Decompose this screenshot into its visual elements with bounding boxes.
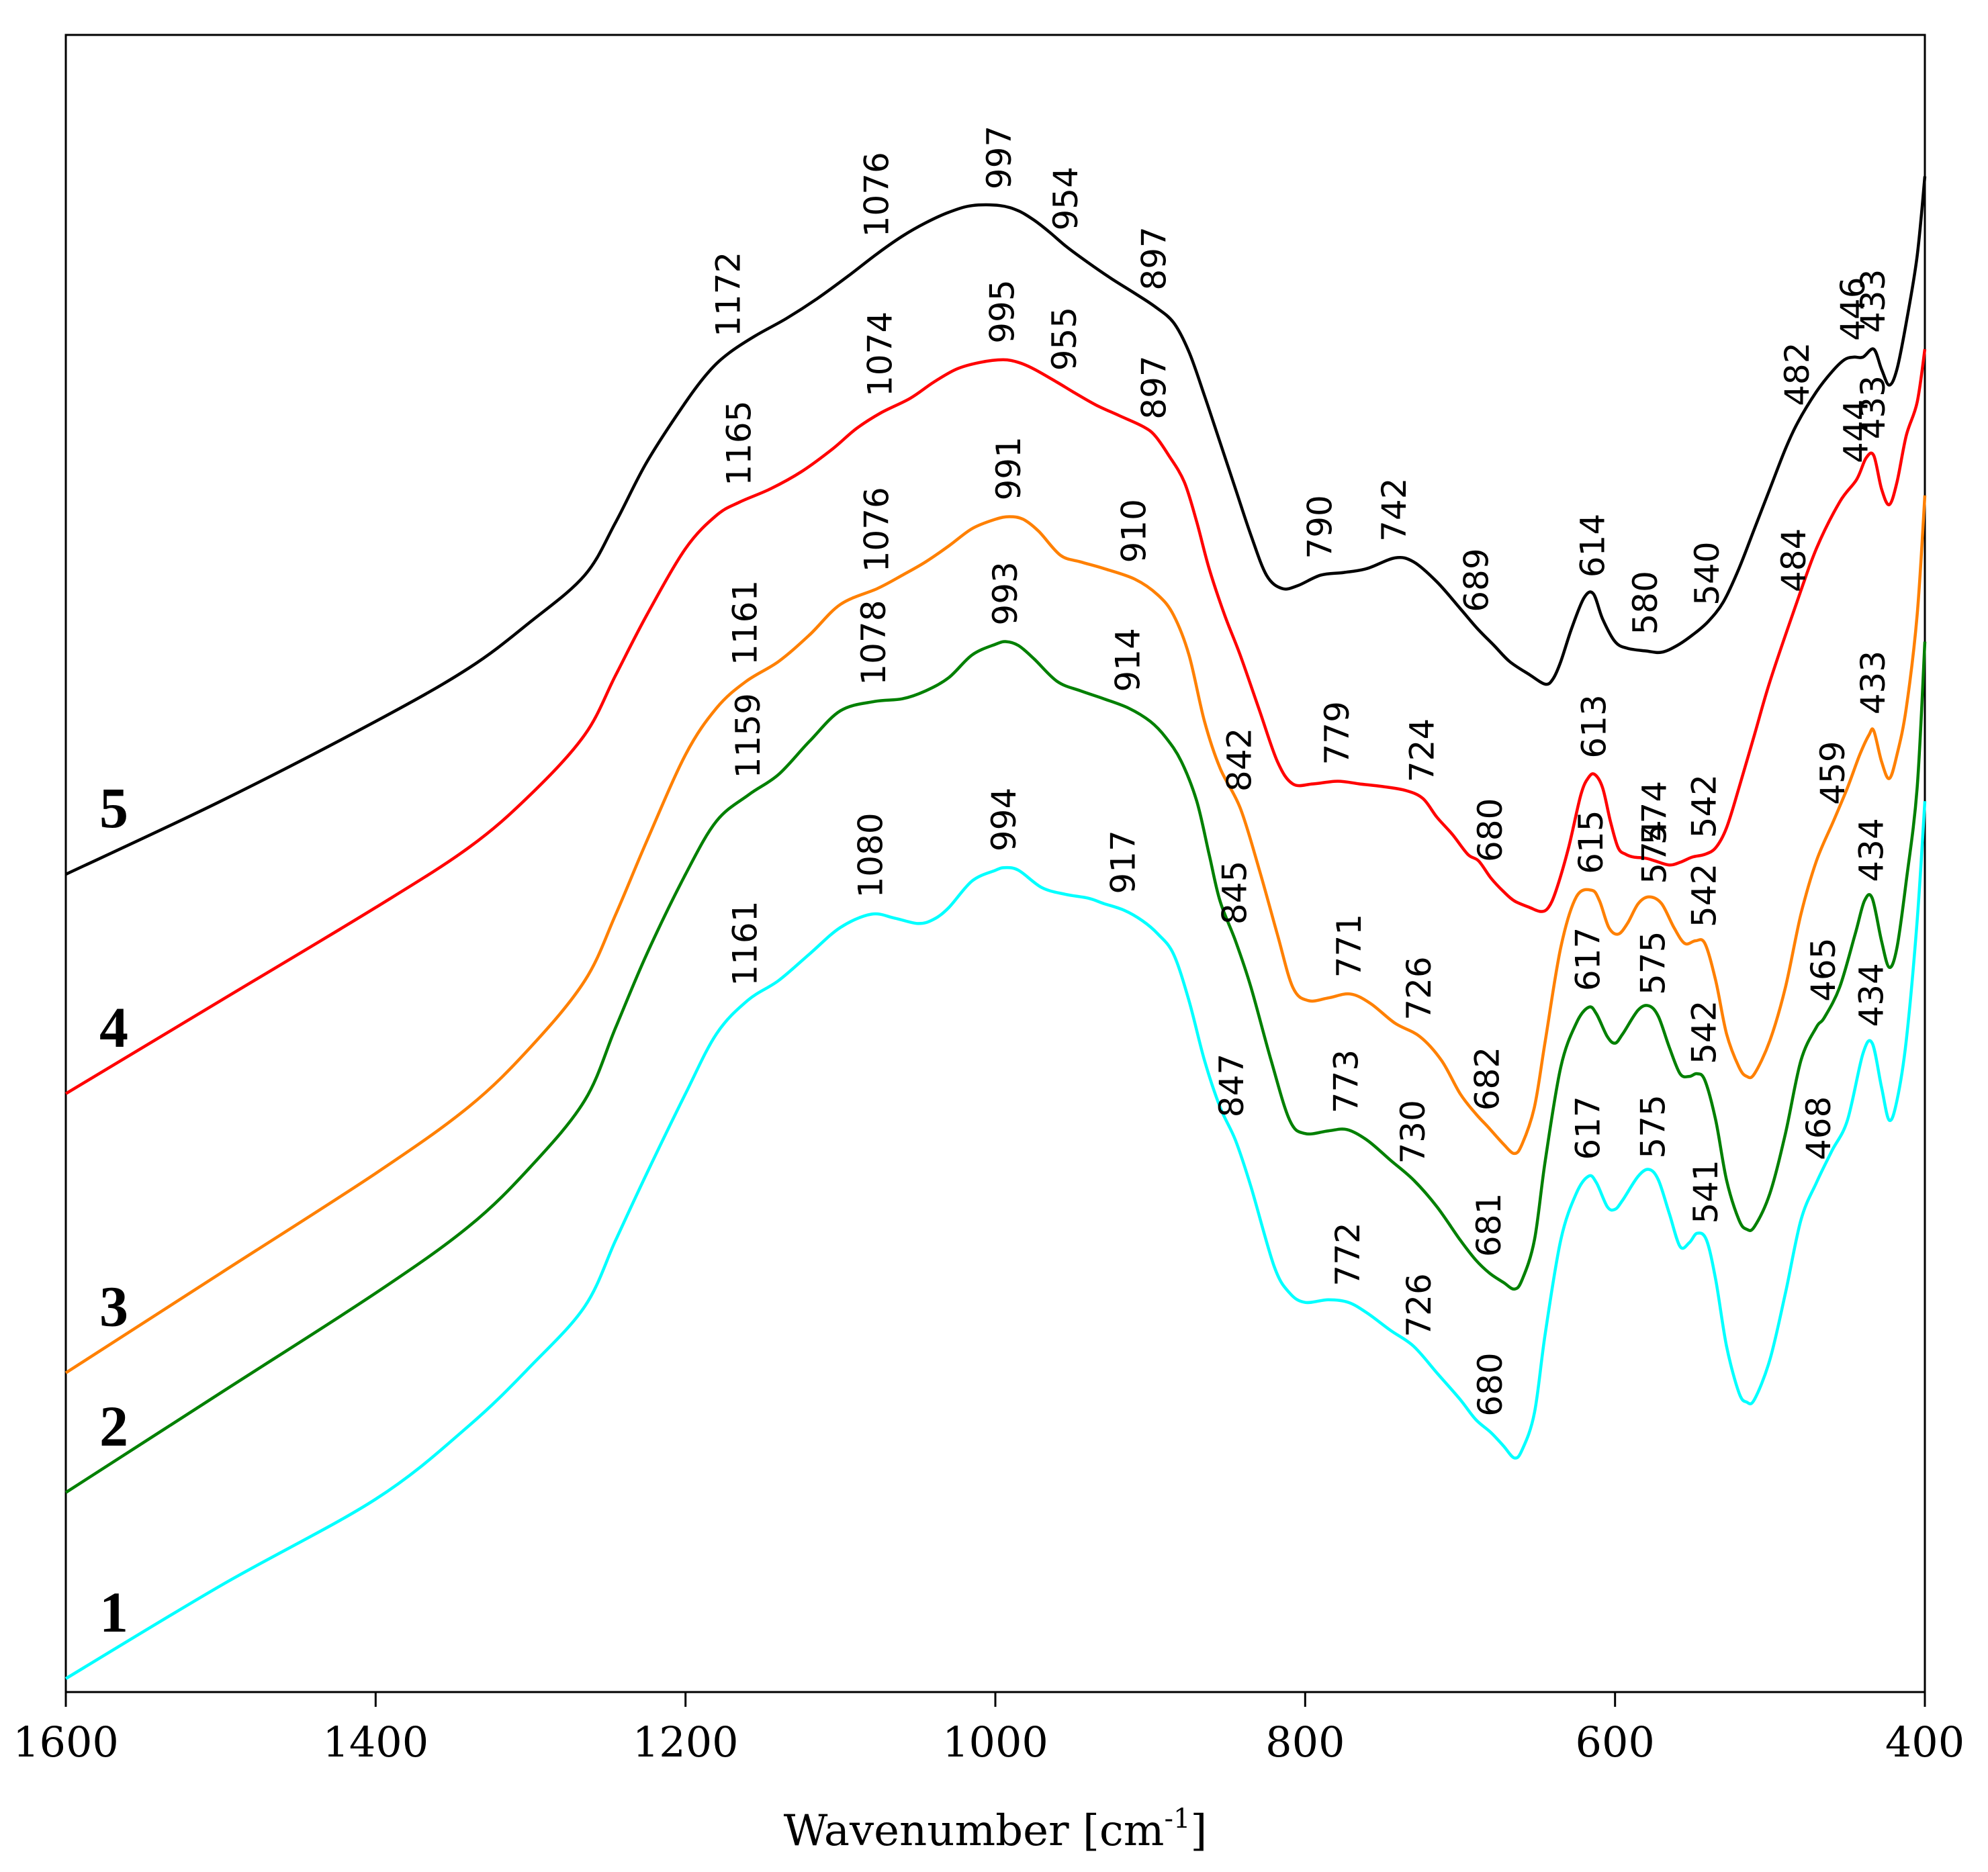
peak-label-s5-954: 954 xyxy=(1046,167,1085,230)
peak-label-s5-897: 897 xyxy=(1135,226,1174,290)
curve-number-2: 2 xyxy=(99,1394,128,1458)
peak-label-s4-897: 897 xyxy=(1135,355,1174,419)
series-line-5 xyxy=(65,176,1927,876)
peak-label-s5-482: 482 xyxy=(1778,342,1817,406)
peak-label-s5-580: 580 xyxy=(1626,571,1665,635)
spectra-curves xyxy=(64,176,1927,1680)
peak-label-s4-444: 444 xyxy=(1837,400,1876,463)
x-tick-label-1000: 1000 xyxy=(942,1718,1048,1767)
peak-label-s4-779: 779 xyxy=(1318,701,1357,765)
x-axis-label-main: Wavenumber [cm xyxy=(784,1806,1165,1856)
peak-label-s1-917: 917 xyxy=(1104,830,1143,894)
peak-label-s5-1172: 1172 xyxy=(709,252,748,337)
peak-label-s4-613: 613 xyxy=(1575,694,1614,758)
peak-label-s3-542: 542 xyxy=(1685,863,1724,927)
peak-label-s4-433: 433 xyxy=(1854,375,1893,439)
peak-label-s1-468: 468 xyxy=(1799,1096,1838,1160)
peak-label-s5-689: 689 xyxy=(1457,548,1496,612)
peak-label-s5-446: 446 xyxy=(1834,277,1872,340)
x-axis: 1600 1400 1200 1000 800 600 400 xyxy=(13,1692,1964,1767)
series-line-4 xyxy=(64,348,1927,1095)
peak-label-s2-1078: 1078 xyxy=(854,600,893,685)
peak-label-s5-433: 433 xyxy=(1854,269,1893,333)
x-tick-label-1600: 1600 xyxy=(13,1718,119,1767)
peak-label-s1-726: 726 xyxy=(1400,1273,1439,1337)
peak-label-s4-955: 955 xyxy=(1045,307,1084,371)
peak-label-s5-614: 614 xyxy=(1573,514,1612,577)
curve-number-1: 1 xyxy=(99,1580,128,1644)
curve-number-4: 4 xyxy=(99,995,128,1060)
peak-label-s3-771: 771 xyxy=(1330,914,1369,978)
curve-number-5: 5 xyxy=(99,776,128,840)
series-line-3 xyxy=(64,495,1927,1374)
peak-label-s4-1165: 1165 xyxy=(719,400,758,485)
peak-label-s1-434: 434 xyxy=(1852,963,1891,1027)
peak-label-s3-615: 615 xyxy=(1572,810,1611,874)
peak-label-s3-682: 682 xyxy=(1468,1047,1507,1111)
peak-label-s1-575: 575 xyxy=(1633,1094,1672,1158)
peak-label-s2-993: 993 xyxy=(986,561,1025,625)
peak-label-s2-773: 773 xyxy=(1327,1049,1366,1113)
peak-label-s2-845: 845 xyxy=(1216,861,1255,925)
peak-label-s2-575: 575 xyxy=(1633,931,1672,995)
peak-label-s4-484: 484 xyxy=(1774,528,1813,592)
peak-label-s3-1076: 1076 xyxy=(858,487,897,572)
peak-label-s4-542: 542 xyxy=(1685,774,1724,838)
peak-label-s4-724: 724 xyxy=(1403,718,1442,782)
series-line-1 xyxy=(64,801,1927,1680)
peak-label-s1-847: 847 xyxy=(1212,1054,1251,1117)
peak-label-s2-681: 681 xyxy=(1470,1193,1508,1257)
peak-label-s2-465: 465 xyxy=(1804,937,1843,1001)
peak-label-s2-617: 617 xyxy=(1569,927,1608,991)
peak-label-s1-617: 617 xyxy=(1569,1096,1608,1160)
curve-numbers: 1 2 3 4 5 xyxy=(99,776,128,1644)
x-axis-label-close: ] xyxy=(1190,1806,1207,1856)
peak-label-s4-995: 995 xyxy=(983,279,1022,343)
peak-label-s1-680: 680 xyxy=(1471,1352,1510,1416)
peak-label-s4-1074: 1074 xyxy=(860,312,899,397)
peak-labels: 1172 1076 997 954 897 790 742 689 614 580 540 482 44… xyxy=(709,126,1893,1417)
peak-label-s2-1159: 1159 xyxy=(729,693,768,778)
peak-label-s1-994: 994 xyxy=(985,788,1024,851)
peak-label-s1-1161: 1161 xyxy=(726,900,765,986)
x-tick-label-1200: 1200 xyxy=(633,1718,739,1767)
peak-label-s4-680: 680 xyxy=(1471,798,1510,862)
peak-label-s5-742: 742 xyxy=(1375,477,1414,541)
x-axis-label: Wavenumber [cm-1] xyxy=(784,1804,1208,1856)
peak-label-s5-540: 540 xyxy=(1688,541,1727,605)
peak-label-s1-772: 772 xyxy=(1328,1222,1367,1286)
peak-label-s4-574: 574 xyxy=(1635,781,1674,845)
x-tick-label-800: 800 xyxy=(1265,1718,1345,1767)
peak-label-s3-1161: 1161 xyxy=(726,580,765,665)
peak-label-s3-726: 726 xyxy=(1400,956,1439,1020)
x-tick-label-600: 600 xyxy=(1576,1718,1655,1767)
peak-label-s2-730: 730 xyxy=(1394,1100,1433,1164)
peak-label-s5-790: 790 xyxy=(1300,495,1339,559)
x-axis-label-sup: -1 xyxy=(1164,1804,1190,1834)
peak-label-s3-574: 574 xyxy=(1635,820,1674,884)
x-tick-label-1400: 1400 xyxy=(322,1718,428,1767)
peak-label-s5-997: 997 xyxy=(980,126,1019,189)
peak-label-s1-541: 541 xyxy=(1686,1160,1725,1223)
peak-label-s2-914: 914 xyxy=(1108,628,1147,692)
peak-label-s2-542: 542 xyxy=(1685,1000,1724,1064)
peak-label-s1-1080: 1080 xyxy=(852,812,891,898)
peak-label-s3-910: 910 xyxy=(1115,499,1154,563)
peak-label-s3-433: 433 xyxy=(1854,651,1893,714)
peak-label-s5-1076: 1076 xyxy=(858,152,897,237)
curve-number-3: 3 xyxy=(99,1274,128,1339)
peak-label-s2-434: 434 xyxy=(1852,818,1891,882)
series-line-2 xyxy=(64,640,1927,1494)
x-tick-label-400: 400 xyxy=(1885,1718,1964,1767)
peak-label-s3-991: 991 xyxy=(989,436,1028,500)
peak-label-s3-842: 842 xyxy=(1220,728,1259,792)
peak-label-s3-459: 459 xyxy=(1813,741,1852,804)
